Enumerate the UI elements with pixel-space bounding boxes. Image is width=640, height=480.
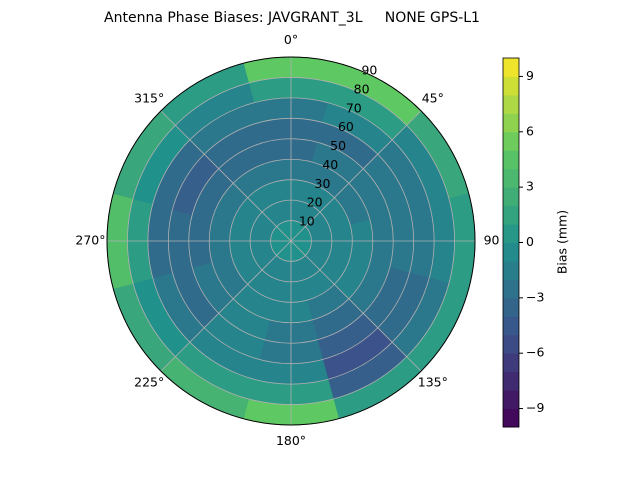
r-tick-label: 10	[299, 214, 315, 229]
theta-tick-label: 45°	[422, 91, 444, 106]
grid-spoke	[290, 240, 422, 372]
theta-tick-label: 135°	[418, 374, 448, 389]
theta-tick-label: 225°	[134, 374, 164, 389]
colorbar-band	[503, 187, 519, 207]
colorbar-band	[503, 371, 519, 391]
r-tick-label: 70	[346, 100, 362, 115]
colorbar-band	[503, 58, 519, 77]
colorbar-tick-label: 0	[526, 234, 534, 249]
theta-tick-label: 315°	[134, 91, 164, 106]
colorbar-band	[503, 390, 519, 410]
colorbar-band	[503, 279, 519, 299]
theta-tick-label: 0°	[284, 32, 298, 47]
overlay: 10 20 30 40 50 60 70 80 90 0° 45° 90 135° 180° 225° 270…	[75, 32, 499, 448]
colorbar-band	[503, 205, 519, 225]
colorbar-tick-label: −3	[526, 289, 544, 304]
colorbar-band	[503, 316, 519, 336]
theta-tick-label: 180°	[276, 433, 306, 448]
colorbar-band	[503, 150, 519, 170]
r-tick-label: 80	[354, 81, 370, 96]
theta-tick-label: 90	[484, 233, 500, 248]
colorbar-band	[503, 297, 519, 317]
colorbar-band	[503, 242, 519, 262]
grid-spoke	[160, 240, 292, 372]
colorbar-tick-label: −6	[526, 345, 544, 360]
colorbar-band	[503, 408, 519, 428]
colorbar-band	[503, 353, 519, 373]
colorbar-band	[503, 260, 519, 280]
colorbar-label: Bias (mm)	[555, 210, 570, 274]
r-tick-label: 20	[307, 195, 323, 210]
colorbar-band	[503, 224, 519, 243]
colorbar-band	[503, 113, 519, 133]
polar-frame	[106, 56, 476, 426]
r-tick-label: 60	[338, 119, 354, 134]
r-tick-label: 50	[330, 138, 346, 153]
colorbar-band	[503, 334, 519, 354]
chart-title: Antenna Phase Biases: JAVGRANT_3L NONE G…	[104, 10, 480, 26]
colorbar-tick-label: 6	[526, 123, 534, 138]
theta-tick-label: 270°	[75, 233, 105, 248]
colorbar-tick-label: 9	[526, 68, 534, 83]
r-tick-label: 90	[361, 63, 377, 78]
colorbar-band	[503, 168, 519, 188]
colorbar-tick-label: 3	[526, 179, 534, 194]
grid-spoke	[160, 110, 292, 242]
colorbar-tick-label: −9	[526, 400, 544, 415]
grid-spoke	[290, 110, 422, 242]
r-tick-label: 40	[322, 157, 338, 172]
colorbar-band	[503, 94, 519, 114]
r-tick-label: 30	[315, 176, 331, 191]
colorbar-band	[503, 76, 519, 96]
colorbar-band	[503, 131, 519, 151]
